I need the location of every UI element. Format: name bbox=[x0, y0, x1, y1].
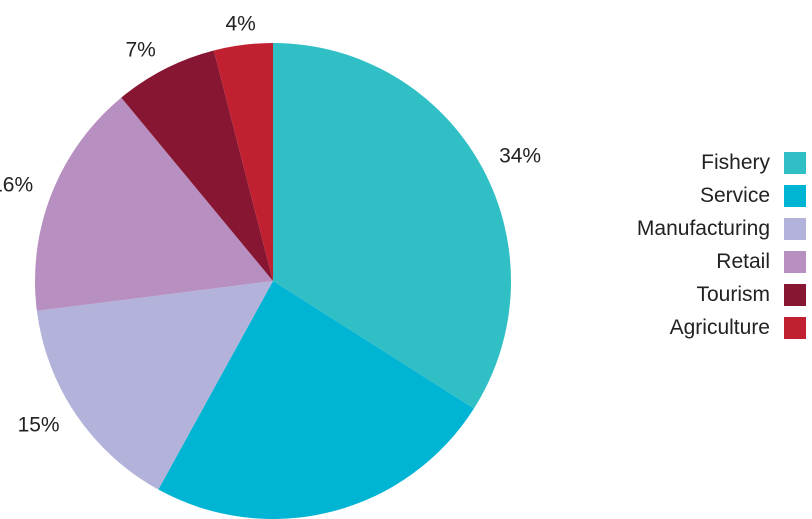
legend-swatch bbox=[784, 250, 806, 273]
pie-slice-retail bbox=[35, 97, 273, 311]
slice-label-manufacturing: 15% bbox=[18, 414, 60, 437]
pie-slice-tourism bbox=[121, 50, 273, 282]
legend-swatch bbox=[784, 184, 806, 207]
legend-swatch bbox=[784, 316, 806, 339]
pie-slice-manufacturing bbox=[36, 281, 273, 490]
legend-label: Tourism bbox=[696, 282, 770, 306]
pie-slice-service bbox=[158, 281, 474, 519]
slice-label-agriculture: 4% bbox=[225, 13, 255, 36]
legend-item-retail: Retail bbox=[520, 245, 812, 278]
legend: Fishery Service Manufacturing Retail Tourism… bbox=[520, 146, 812, 344]
legend-item-tourism: Tourism bbox=[520, 278, 812, 311]
slice-label-tourism: 7% bbox=[126, 39, 156, 62]
pie-slice-agriculture bbox=[213, 43, 273, 281]
legend-label: Fishery bbox=[701, 150, 770, 174]
pie-slice-fishery bbox=[273, 43, 511, 409]
legend-item-service: Service bbox=[520, 179, 812, 212]
legend-label: Manufacturing bbox=[636, 216, 770, 240]
legend-item-manufacturing: Manufacturing bbox=[520, 212, 812, 245]
legend-label: Service bbox=[699, 183, 770, 207]
slice-label-fishery: 34% bbox=[499, 144, 541, 167]
slice-label-retail: 16% bbox=[0, 174, 33, 197]
legend-label: Agriculture bbox=[669, 315, 770, 339]
legend-swatch bbox=[784, 151, 806, 174]
legend-swatch bbox=[784, 283, 806, 306]
legend-swatch bbox=[784, 217, 806, 240]
legend-item-agriculture: Agriculture bbox=[520, 311, 812, 344]
legend-item-fishery: Fishery bbox=[520, 146, 812, 179]
legend-label: Retail bbox=[716, 249, 770, 273]
